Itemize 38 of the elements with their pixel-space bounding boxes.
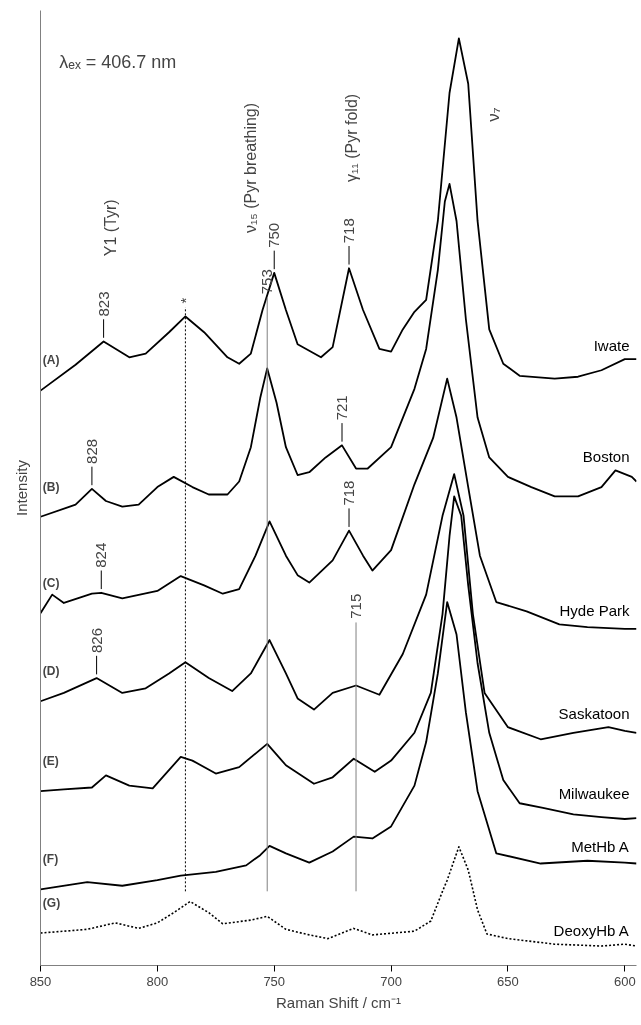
annotation: (C): [42, 575, 60, 590]
annotation: 718: [340, 480, 358, 506]
annotation: 721: [333, 395, 351, 421]
series-label: DeoxyHb A: [553, 921, 629, 939]
x-tick-label: 850: [29, 973, 52, 989]
annotation: (E): [42, 754, 59, 769]
series-label: Hyde Park: [559, 601, 630, 619]
x-tick-label: 650: [497, 973, 519, 989]
x-tick-label: 700: [380, 973, 402, 989]
annotation: (F): [42, 852, 59, 867]
annotation: 826: [87, 628, 105, 654]
annotation: ν₇: [484, 107, 504, 122]
annotation: γ₁₁ (Pyr fold): [342, 93, 360, 183]
annotation: 823: [94, 291, 112, 317]
annotation: 828: [82, 438, 100, 464]
annotation: (B): [42, 479, 60, 494]
annotation: (G): [42, 895, 61, 910]
series-label: Boston: [582, 447, 630, 465]
ref-line-label: 753: [258, 269, 276, 295]
annotation: (D): [42, 664, 60, 679]
x-tick-label: 750: [263, 973, 286, 989]
annotation: 718: [340, 218, 358, 244]
x-tick-label: 600: [613, 973, 636, 989]
ref-line-label: 715: [347, 593, 365, 619]
annotation: 824: [92, 542, 110, 568]
series-label: Milwaukee: [558, 785, 630, 803]
annotation: ν₁₅ (Pyr breathing): [242, 102, 260, 234]
annotation: 750: [265, 222, 283, 248]
series-label: Iwate: [593, 336, 630, 354]
annotation: Y1 (Tyr): [102, 199, 120, 257]
series-label: Saskatoon: [558, 704, 630, 722]
x-axis-title: Raman Shift / cm⁻¹: [275, 993, 402, 1011]
x-tick-label: 800: [146, 973, 169, 989]
series-label: MetHb A: [571, 838, 629, 856]
ref-line-label: *: [176, 297, 194, 304]
annotation: (A): [42, 353, 60, 368]
y-axis-title: Intensity: [12, 459, 30, 516]
annotation: λₑₓ = 406.7 nm: [59, 52, 177, 73]
